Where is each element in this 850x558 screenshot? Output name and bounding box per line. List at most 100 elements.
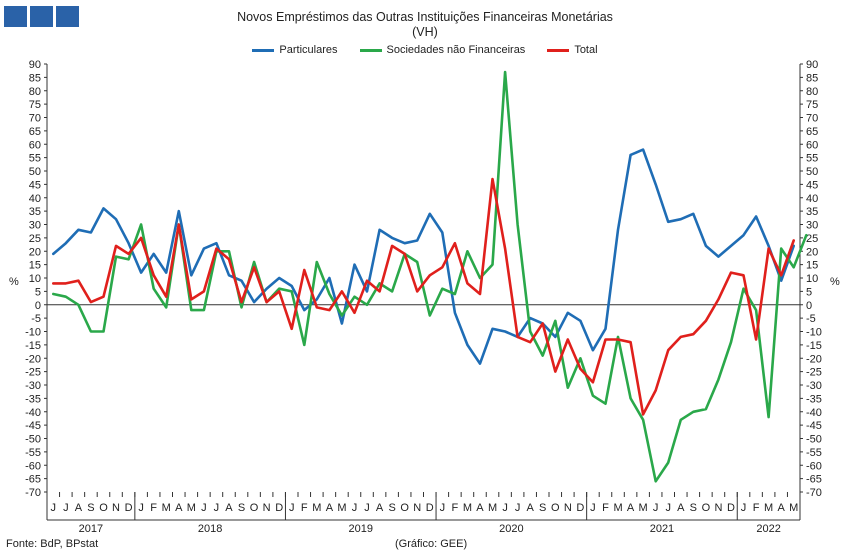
x-tick-label: J (289, 502, 295, 514)
x-tick-label: J (515, 502, 521, 514)
x-tick-label: J (502, 502, 508, 514)
logo-square (56, 6, 79, 27)
y-tick-label-right: -60 (806, 460, 822, 472)
x-tick-label: M (639, 502, 648, 514)
y-tick-label-left: -5 (31, 313, 41, 325)
x-tick-label: A (677, 502, 685, 514)
y-tick-label-left: 85 (29, 72, 41, 84)
y-tick-label-left: 80 (29, 86, 41, 98)
y-tick-label-left: -15 (25, 340, 41, 352)
y-tick-label-left: -35 (25, 393, 41, 405)
y-unit-left: % (9, 276, 19, 288)
logo-square (30, 6, 53, 27)
x-tick-label: F (452, 502, 459, 514)
y-tick-label-left: -10 (25, 327, 41, 339)
x-tick-label: D (576, 502, 584, 514)
y-tick-label-left: -45 (25, 420, 41, 432)
y-tick-label-right: 0 (806, 300, 812, 312)
y-tick-label-left: 10 (29, 273, 41, 285)
x-tick-label: D (727, 502, 735, 514)
x-tick-label: M (463, 502, 472, 514)
y-tick-label-right: 20 (806, 246, 818, 258)
x-tick-label: J (440, 502, 446, 514)
y-tick-label-right: 70 (806, 113, 818, 125)
y-tick-label-left: -30 (25, 380, 41, 392)
x-tick-label: J (51, 502, 57, 514)
chart-subtitle: (VH) (412, 25, 438, 39)
y-tick-label-left: 70 (29, 113, 41, 125)
x-tick-label: J (590, 502, 596, 514)
y-tick-label-left: -25 (25, 367, 41, 379)
x-tick-label: M (789, 502, 798, 514)
y-tick-label-left: 75 (29, 99, 41, 111)
legend-item-total: Total (547, 44, 598, 56)
y-tick-label-right: 85 (806, 72, 818, 84)
x-tick-label: N (714, 502, 722, 514)
legend-label: Particulares (279, 44, 338, 56)
y-tick-label-right: -40 (806, 407, 822, 419)
x-tick-label: J (138, 502, 144, 514)
x-tick-label: J (653, 502, 659, 514)
x-tick-label: O (702, 502, 711, 514)
y-tick-label-left: 65 (29, 126, 41, 138)
logo-square (4, 6, 27, 27)
y-tick-label-right: -30 (806, 380, 822, 392)
legend-swatch (359, 48, 382, 52)
y-tick-label-right: 50 (806, 166, 818, 178)
legend-swatch (547, 48, 570, 52)
x-tick-label: A (376, 502, 384, 514)
x-tick-label: O (99, 502, 108, 514)
x-tick-label: O (250, 502, 259, 514)
x-tick-label: D (275, 502, 283, 514)
x-tick-label: A (778, 502, 786, 514)
legend-label: Total (574, 44, 598, 56)
y-tick-label-left: -60 (25, 460, 41, 472)
y-tick-label-right: -20 (806, 353, 822, 365)
x-tick-label: J (63, 502, 69, 514)
series-line-0 (51, 148, 796, 365)
y-tick-label-right: 45 (806, 179, 818, 191)
legend-swatch (252, 48, 275, 52)
x-tick-label: F (301, 502, 308, 514)
y-tick-label-left: 25 (29, 233, 41, 245)
y-unit-right: % (830, 276, 840, 288)
x-tick-label: A (326, 502, 334, 514)
y-tick-label-left: -70 (25, 487, 41, 499)
y-tick-label-right: 65 (806, 126, 818, 138)
credit-note: (Gráfico: GEE) (395, 538, 468, 550)
y-tick-label-right: 25 (806, 233, 818, 245)
year-label: 2021 (650, 523, 674, 535)
y-tick-label-left: -65 (25, 474, 41, 486)
x-tick-label: F (602, 502, 609, 514)
x-tick-label: D (426, 502, 434, 514)
y-tick-label-right: 40 (806, 193, 818, 205)
x-tick-label: J (364, 502, 370, 514)
year-label: 2022 (756, 523, 780, 535)
x-tick-label: J (214, 502, 220, 514)
legend-item-particulares: Particulares (252, 44, 338, 56)
x-tick-label: M (488, 502, 497, 514)
y-tick-label-right: -25 (806, 367, 822, 379)
x-tick-label: O (551, 502, 560, 514)
x-tick-label: N (112, 502, 120, 514)
legend-item-sociedades: Sociedades não Financeiras (359, 44, 526, 56)
y-tick-label-right: 10 (806, 273, 818, 285)
year-label: 2018 (198, 523, 222, 535)
y-tick-label-left: 50 (29, 166, 41, 178)
x-tick-label: F (753, 502, 760, 514)
legend-label: Sociedades não Financeiras (386, 44, 526, 56)
y-tick-label-right: -65 (806, 474, 822, 486)
y-tick-label-left: -50 (25, 434, 41, 446)
y-tick-label-left: 45 (29, 179, 41, 191)
y-tick-label-left: -40 (25, 407, 41, 419)
x-tick-label: D (125, 502, 133, 514)
y-tick-label-right: 75 (806, 99, 818, 111)
x-tick-label: J (201, 502, 207, 514)
x-tick-label: S (87, 502, 94, 514)
x-tick-label: A (75, 502, 83, 514)
year-label: 2017 (79, 523, 103, 535)
y-tick-label-right: -70 (806, 487, 822, 499)
y-tick-label-right: 35 (806, 206, 818, 218)
x-tick-label: J (741, 502, 747, 514)
